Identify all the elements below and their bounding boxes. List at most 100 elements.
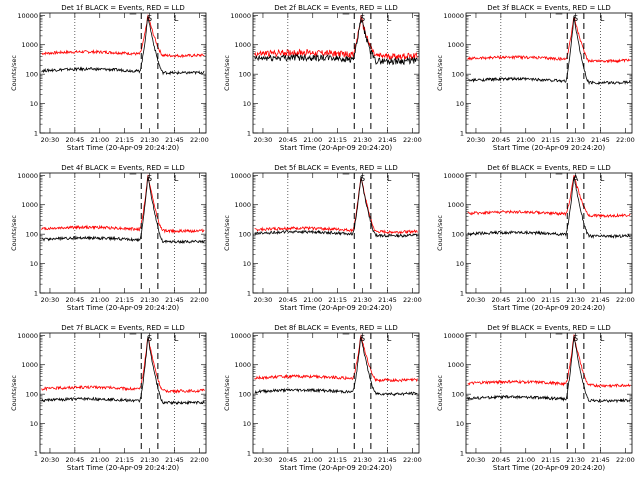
x-tick-label: 21:30 <box>353 136 372 144</box>
panel-title: Det 9f BLACK = Events, RED = LLD <box>487 324 610 332</box>
x-tick-label: 21:45 <box>591 136 610 144</box>
x-tick-label: 22:00 <box>616 136 635 144</box>
x-tick-label: 21:00 <box>90 136 109 144</box>
x-tick-label: 20:30 <box>254 456 273 464</box>
detector-panel-6: Det 6f BLACK = Events, RED = LLD 1 10 100 10… <box>436 164 635 312</box>
series-events-line <box>467 336 631 404</box>
plot-frame <box>39 172 207 294</box>
y-tick-label: 1 <box>247 130 251 138</box>
x-tick-label: 21:30 <box>140 296 159 304</box>
y-tick-label: 1 <box>460 130 464 138</box>
lld-marker-label: L <box>174 334 179 343</box>
x-tick-label: 22:00 <box>190 456 209 464</box>
y-tick-label: 100 <box>26 391 38 399</box>
y-tick-label: 10000 <box>17 332 38 340</box>
x-tick-label: 21:00 <box>516 456 535 464</box>
y-tick-label: 1 <box>34 450 38 458</box>
x-axis-label: Start Time (20-Apr-09 20:24:20) <box>67 464 179 472</box>
y-tick-label: 1 <box>34 290 38 298</box>
x-tick-label: 22:00 <box>403 296 422 304</box>
x-tick-label: 21:00 <box>90 296 109 304</box>
y-axis-label: Counts/sec <box>436 55 444 91</box>
x-tick-label: 21:30 <box>566 456 585 464</box>
flare-marker-label: S <box>147 14 152 23</box>
x-tick-label: 20:30 <box>254 296 273 304</box>
x-tick-label: 21:45 <box>165 136 184 144</box>
y-tick-label: 100 <box>239 391 251 399</box>
y-tick-label: 1000 <box>21 41 38 49</box>
x-tick-label: 20:45 <box>491 456 510 464</box>
y-axis-label: Counts/sec <box>223 55 231 91</box>
y-tick-label: 1000 <box>447 41 464 49</box>
detector-panel-3: Det 3f BLACK = Events, RED = LLD 1 10 100 10… <box>436 4 635 152</box>
y-tick-label: 1 <box>460 450 464 458</box>
x-axis-label: Start Time (20-Apr-09 20:24:20) <box>493 464 605 472</box>
x-tick-label: 22:00 <box>403 456 422 464</box>
y-tick-label: 100 <box>26 71 38 79</box>
x-tick-label: 20:45 <box>491 296 510 304</box>
x-tick-label: 21:15 <box>541 296 560 304</box>
x-axis-label: Start Time (20-Apr-09 20:24:20) <box>67 144 179 152</box>
x-tick-label: 21:00 <box>303 296 322 304</box>
y-tick-label: 1000 <box>234 201 251 209</box>
y-tick-label: 10000 <box>230 332 251 340</box>
x-tick-label: 21:15 <box>328 296 347 304</box>
x-tick-label: 20:30 <box>467 296 486 304</box>
x-tick-label: 21:15 <box>328 136 347 144</box>
y-axis-label: Counts/sec <box>10 215 18 251</box>
series-events-line <box>41 336 205 406</box>
series-events-line <box>41 176 205 245</box>
panel-title: Det 8f BLACK = Events, RED = LLD <box>274 324 397 332</box>
y-tick-label: 1000 <box>447 361 464 369</box>
y-tick-label: 100 <box>452 231 464 239</box>
x-tick-label: 21:45 <box>378 136 397 144</box>
flare-marker-label: S <box>360 174 365 183</box>
lld-marker-label: L <box>600 174 605 183</box>
x-tick-label: 20:45 <box>65 456 84 464</box>
y-tick-label: 1000 <box>21 201 38 209</box>
x-tick-label: 20:45 <box>65 136 84 144</box>
x-tick-label: 22:00 <box>190 136 209 144</box>
y-tick-label: 1000 <box>447 201 464 209</box>
series-events-line <box>254 336 418 397</box>
y-axis-label: Counts/sec <box>10 55 18 91</box>
flare-marker-label: S <box>147 174 152 183</box>
x-axis-label: Start Time (20-Apr-09 20:24:20) <box>493 144 605 152</box>
y-axis-label: Counts/sec <box>223 215 231 251</box>
series-lld-line <box>254 334 418 383</box>
y-tick-label: 10 <box>243 420 251 428</box>
panel-title: Det 2f BLACK = Events, RED = LLD <box>274 4 397 12</box>
series-events-line <box>254 18 418 66</box>
x-tick-label: 20:30 <box>41 136 60 144</box>
lld-marker-label: L <box>600 334 605 343</box>
y-tick-label: 1000 <box>234 41 251 49</box>
x-tick-label: 21:00 <box>303 456 322 464</box>
detector-panel-2: Det 2f BLACK = Events, RED = LLD 1 10 100 10… <box>223 4 422 152</box>
plot-frame <box>39 332 207 454</box>
series-events-line <box>467 15 631 86</box>
series-lld-line <box>467 175 631 219</box>
y-tick-label: 10000 <box>17 12 38 20</box>
detector-panel-8: Det 8f BLACK = Events, RED = LLD 1 10 100 10… <box>223 324 422 472</box>
x-tick-label: 21:00 <box>303 136 322 144</box>
detector-panel-5: Det 5f BLACK = Events, RED = LLD 1 10 100 10… <box>223 164 422 312</box>
x-tick-label: 21:15 <box>541 136 560 144</box>
y-tick-label: 100 <box>239 71 251 79</box>
x-axis-label: Start Time (20-Apr-09 20:24:20) <box>67 304 179 312</box>
plot-frame <box>465 12 633 134</box>
lld-marker-label: L <box>387 14 392 23</box>
detector-panel-9: Det 9f BLACK = Events, RED = LLD 1 10 100 10… <box>436 324 635 472</box>
y-tick-label: 10 <box>243 260 251 268</box>
y-tick-label: 10000 <box>443 332 464 340</box>
x-tick-label: 21:30 <box>566 296 585 304</box>
x-tick-label: 20:30 <box>467 136 486 144</box>
x-tick-label: 20:45 <box>491 136 510 144</box>
x-tick-label: 21:45 <box>378 456 397 464</box>
series-lld-line <box>254 15 418 61</box>
x-axis-label: Start Time (20-Apr-09 20:24:20) <box>280 304 392 312</box>
x-tick-label: 21:30 <box>566 136 585 144</box>
x-tick-label: 20:45 <box>278 136 297 144</box>
series-events-line <box>41 15 205 76</box>
y-tick-label: 100 <box>239 231 251 239</box>
y-tick-label: 10 <box>456 260 464 268</box>
